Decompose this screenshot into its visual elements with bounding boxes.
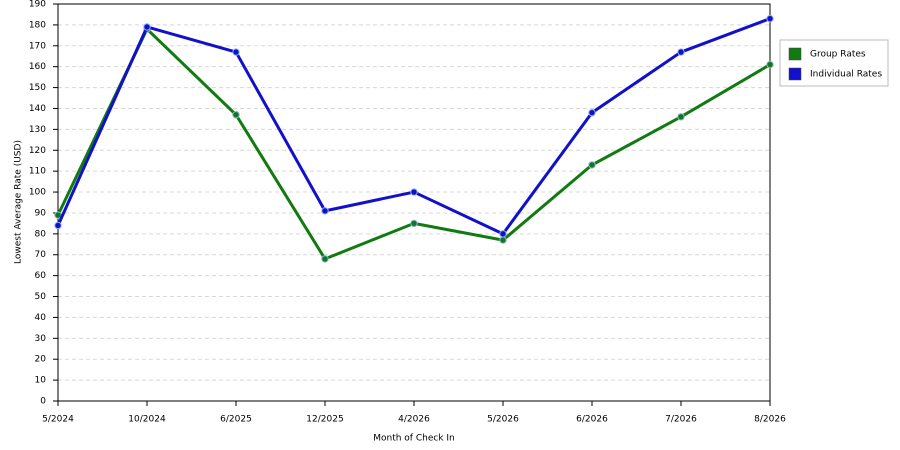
y-tick-label: 90 <box>35 208 47 218</box>
data-point <box>499 230 507 238</box>
y-tick-label: 140 <box>29 104 46 114</box>
y-axis-label: Lowest Average Rate (USD) <box>14 140 24 264</box>
data-point <box>232 48 240 56</box>
x-tick-label: 8/2026 <box>754 415 786 425</box>
x-tick-label: 6/2026 <box>576 415 608 425</box>
x-tick-label: 5/2024 <box>42 415 74 425</box>
data-point <box>766 60 774 69</box>
x-tick-label: 12/2025 <box>306 415 343 425</box>
data-point <box>232 111 240 119</box>
y-tick-label: 30 <box>35 334 47 344</box>
data-point <box>54 221 62 230</box>
legend-swatch <box>788 47 802 61</box>
data-point <box>410 219 418 228</box>
y-tick-label: 180 <box>29 20 46 30</box>
y-tick-label: 150 <box>29 83 46 93</box>
data-point <box>499 236 507 244</box>
x-tick-label: 6/2025 <box>220 415 252 425</box>
y-tick-label: 100 <box>29 188 46 198</box>
x-tick-label: 10/2024 <box>128 415 166 425</box>
legend-label: Group Rates <box>810 50 866 60</box>
x-tick-label: 7/2026 <box>665 415 697 425</box>
x-tick-label: 5/2026 <box>487 415 519 425</box>
data-point <box>321 255 329 263</box>
x-tick-label: 4/2026 <box>398 415 430 425</box>
data-point <box>677 113 685 121</box>
data-point <box>410 188 418 196</box>
y-tick-label: 120 <box>29 146 46 156</box>
y-tick-label: 80 <box>35 229 47 239</box>
y-tick-label: 50 <box>35 292 47 302</box>
y-tick-label: 170 <box>29 41 46 51</box>
data-point <box>588 108 596 117</box>
x-axis-label: Month of Check In <box>373 434 455 444</box>
y-tick-label: 10 <box>35 376 47 386</box>
data-point <box>588 161 596 169</box>
legend-label: Individual Rates <box>810 70 882 80</box>
data-point <box>766 14 774 23</box>
data-point <box>677 48 685 56</box>
y-tick-label: 110 <box>29 167 46 177</box>
data-point <box>321 207 329 215</box>
y-tick-label: 0 <box>40 397 46 407</box>
y-tick-label: 130 <box>29 125 46 135</box>
y-tick-label: 40 <box>35 313 47 323</box>
y-tick-label: 20 <box>35 355 47 365</box>
y-tick-label: 60 <box>35 271 47 281</box>
y-tick-label: 190 <box>29 0 46 10</box>
y-tick-label: 160 <box>29 62 46 72</box>
legend-swatch <box>788 67 802 81</box>
y-tick-label: 70 <box>35 250 47 260</box>
data-point <box>143 23 151 31</box>
